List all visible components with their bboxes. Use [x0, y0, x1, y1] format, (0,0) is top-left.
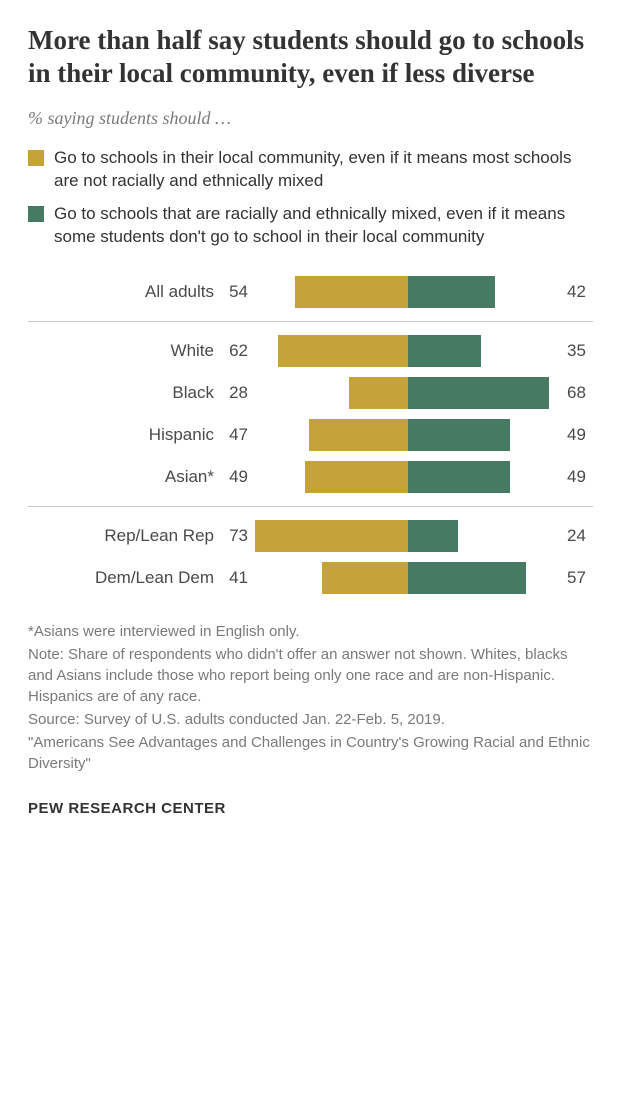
- row-label: White: [28, 341, 216, 361]
- legend-text-mixed: Go to schools that are racially and ethn…: [54, 203, 593, 249]
- legend-text-local: Go to schools in their local community, …: [54, 147, 593, 193]
- bar-mixed: [408, 276, 496, 308]
- bar-track: [254, 520, 561, 552]
- value-mixed: 42: [567, 282, 593, 302]
- bar-track: [254, 419, 561, 451]
- row-label: Black: [28, 383, 216, 403]
- value-local: 62: [222, 341, 248, 361]
- swatch-local: [28, 150, 44, 166]
- bar-track: [254, 335, 561, 367]
- chart-title: More than half say students should go to…: [28, 24, 593, 90]
- note-source: Source: Survey of U.S. adults conducted …: [28, 709, 593, 730]
- bar-mixed: [408, 461, 510, 493]
- bar-mixed: [408, 335, 481, 367]
- bar-track: [254, 461, 561, 493]
- swatch-mixed: [28, 206, 44, 222]
- value-local: 41: [222, 568, 248, 588]
- bar-mixed: [408, 562, 527, 594]
- legend: Go to schools in their local community, …: [28, 147, 593, 249]
- diverging-bar-chart: All adults 54 42 White 62 35 Black 28 68 Hispanic…: [28, 271, 593, 599]
- note-report: "Americans See Advantages and Challenges…: [28, 732, 593, 774]
- value-local: 73: [222, 526, 248, 546]
- bar-local: [305, 461, 407, 493]
- chart-subtitle: % saying students should …: [28, 108, 593, 129]
- value-mixed: 49: [567, 467, 593, 487]
- bar-mixed: [408, 520, 458, 552]
- chart-row: Asian* 49 49: [28, 456, 593, 498]
- chart-row: All adults 54 42: [28, 271, 593, 313]
- value-local: 54: [222, 282, 248, 302]
- chart-row: Rep/Lean Rep 73 24: [28, 515, 593, 557]
- bar-track: [254, 562, 561, 594]
- bar-local: [278, 335, 407, 367]
- bar-local: [322, 562, 408, 594]
- bar-local: [255, 520, 407, 552]
- row-label: Rep/Lean Rep: [28, 526, 216, 546]
- note-asterisk: *Asians were interviewed in English only…: [28, 621, 593, 642]
- value-mixed: 68: [567, 383, 593, 403]
- value-mixed: 49: [567, 425, 593, 445]
- value-local: 47: [222, 425, 248, 445]
- legend-item-mixed: Go to schools that are racially and ethn…: [28, 203, 593, 249]
- group-divider: [28, 506, 593, 507]
- row-label: Dem/Lean Dem: [28, 568, 216, 588]
- value-local: 28: [222, 383, 248, 403]
- chart-row: White 62 35: [28, 330, 593, 372]
- note-methodology: Note: Share of respondents who didn't of…: [28, 644, 593, 707]
- group-divider: [28, 321, 593, 322]
- chart-row: Black 28 68: [28, 372, 593, 414]
- bar-local: [309, 419, 407, 451]
- row-label: Asian*: [28, 467, 216, 487]
- bar-mixed: [408, 419, 510, 451]
- bar-local: [295, 276, 408, 308]
- footnotes: *Asians were interviewed in English only…: [28, 621, 593, 774]
- bar-local: [349, 377, 407, 409]
- legend-item-local: Go to schools in their local community, …: [28, 147, 593, 193]
- value-local: 49: [222, 467, 248, 487]
- chart-row: Hispanic 47 49: [28, 414, 593, 456]
- bar-track: [254, 276, 561, 308]
- value-mixed: 57: [567, 568, 593, 588]
- row-label: Hispanic: [28, 425, 216, 445]
- bar-track: [254, 377, 561, 409]
- value-mixed: 24: [567, 526, 593, 546]
- brand-footer: PEW RESEARCH CENTER: [28, 800, 593, 817]
- value-mixed: 35: [567, 341, 593, 361]
- chart-row: Dem/Lean Dem 41 57: [28, 557, 593, 599]
- bar-mixed: [408, 377, 550, 409]
- row-label: All adults: [28, 282, 216, 302]
